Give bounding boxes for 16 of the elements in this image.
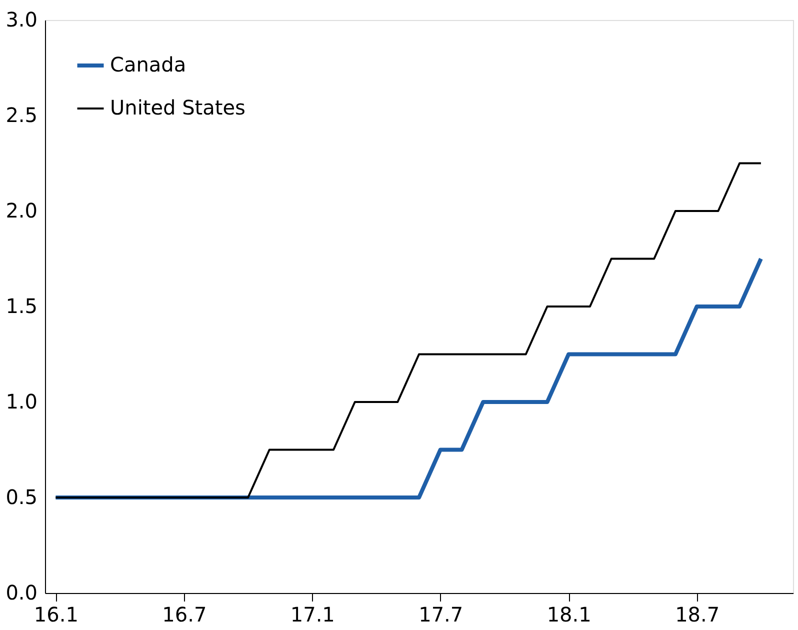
x-tick-label: 17.7	[418, 602, 464, 626]
y-tick-label: 2.5	[6, 103, 38, 127]
y-tick-label: 2.0	[6, 198, 38, 222]
x-tick-label: 18.1	[546, 602, 592, 626]
x-tick-label: 16.7	[162, 602, 207, 626]
y-tick-label: 3.0	[6, 8, 38, 32]
y-tick-label: 0.0	[6, 580, 38, 604]
x-tick-label: 17.1	[290, 602, 335, 626]
y-tick-label: 1.5	[6, 294, 38, 318]
y-tick-label: 1.0	[6, 390, 38, 414]
line-series	[54, 162, 762, 498]
y-tick-label: 0.5	[6, 485, 38, 509]
legend-label: Canada	[110, 52, 186, 76]
x-tick-label: 16.1	[34, 602, 78, 626]
legend-label: United States	[110, 96, 246, 120]
x-tick-label: 18.7	[675, 602, 720, 626]
